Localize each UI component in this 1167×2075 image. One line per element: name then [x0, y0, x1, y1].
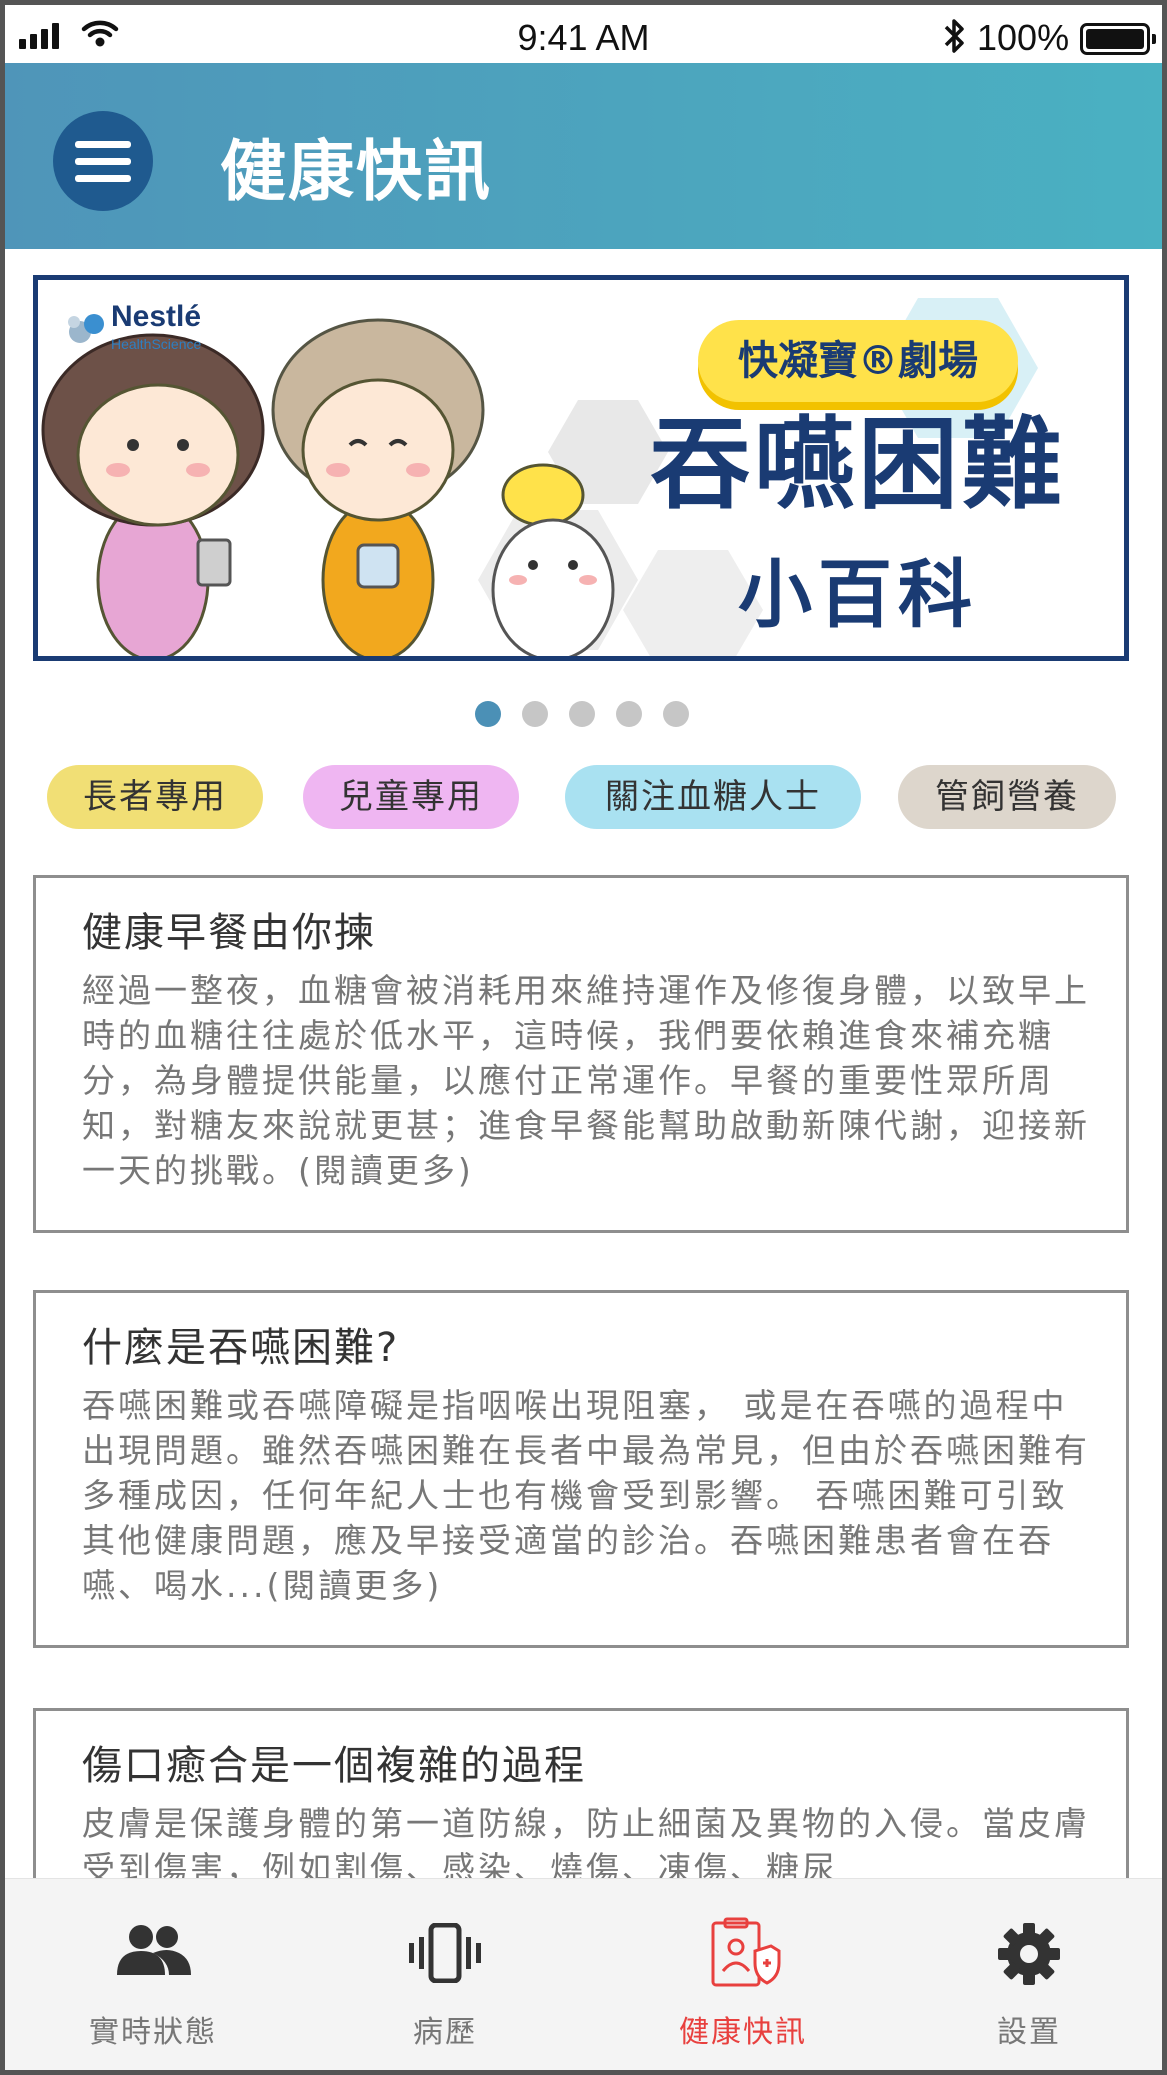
banner-title: 吞嚥困難 [650, 406, 1066, 523]
gear-icon [998, 1923, 1060, 1985]
bluetooth-icon [944, 19, 964, 53]
read-more-link[interactable]: (閱讀更多) [298, 1151, 474, 1190]
category-chip-tube-feeding[interactable]: 管飼營養 [898, 765, 1116, 829]
article-title: 傷口癒合是一個複雜的過程 [82, 1743, 586, 1789]
people-icon [117, 1925, 191, 1975]
carousel-dot[interactable] [522, 701, 548, 727]
vibrate-phone-icon [409, 1923, 481, 1983]
nav-label: 病歷 [413, 2015, 477, 2050]
hamburger-menu-icon [75, 141, 131, 148]
status-time: 9:41 AM [517, 17, 650, 58]
phone-screen: 9:41 AM 100% 健康快訊 [5, 5, 1162, 2070]
brand-sub: HealthScience [111, 336, 202, 352]
article-card[interactable]: 什麼是吞嚥困難? 吞嚥困難或吞嚥障礙是指咽喉出現阻塞， 或是在吞嚥的過程中出現問… [33, 1290, 1129, 1648]
article-excerpt: 經過一整夜，血糖會被消耗用來維持運作及修復身體，以致早上時的血糖往往處於低水平，… [82, 971, 1090, 1190]
carousel-dot[interactable] [616, 701, 642, 727]
nav-item-settings[interactable]: 設置 [929, 1879, 1129, 2070]
nav-item-medical-history[interactable]: 病歷 [345, 1879, 545, 2070]
battery-icon [1080, 23, 1156, 55]
article-card[interactable]: 健康早餐由你揀 經過一整夜，血糖會被消耗用來維持運作及修復身體，以致早上時的血糖… [33, 875, 1129, 1233]
promo-banner[interactable]: Nestlé HealthScience 快凝寶®劇場 吞嚥困難 小百科 [33, 275, 1129, 661]
article-title: 什麼是吞嚥困難? [82, 1325, 400, 1371]
menu-button[interactable] [53, 111, 153, 211]
nav-label: 實時狀態 [89, 2015, 217, 2050]
banner-subtitle: 小百科 [738, 552, 978, 638]
nav-label: 設置 [997, 2015, 1061, 2050]
article-title: 健康早餐由你揀 [82, 910, 376, 956]
read-more-link[interactable]: (閱讀更多) [266, 1566, 443, 1605]
cartoon-illustration [41, 298, 1038, 656]
nav-item-health-news[interactable]: 健康快訊 [643, 1879, 843, 2070]
carousel-dot[interactable] [569, 701, 595, 727]
category-chip-blood-sugar[interactable]: 關注血糖人士 [565, 765, 861, 829]
carousel-dot[interactable] [663, 701, 689, 727]
bottom-nav: 實時狀態 病歷 健康快訊 [5, 1878, 1162, 2070]
battery-percent: 100% [977, 17, 1070, 58]
brand-name: Nestlé [111, 300, 202, 333]
health-document-icon [711, 1917, 781, 1987]
app-header: 健康快訊 [5, 63, 1162, 249]
category-chip-elderly[interactable]: 長者專用 [47, 765, 263, 829]
category-chip-children[interactable]: 兒童專用 [303, 765, 519, 829]
nav-label: 健康快訊 [679, 2015, 807, 2050]
wifi-icon [81, 20, 119, 47]
page-title: 健康快訊 [220, 133, 492, 210]
banner-badge: 快凝寶®劇場 [698, 320, 1018, 402]
nav-item-realtime-status[interactable]: 實時狀態 [53, 1879, 253, 2070]
carousel-dot[interactable] [475, 701, 501, 727]
article-excerpt: 吞嚥困難或吞嚥障礙是指咽喉出現阻塞， 或是在吞嚥的過程中出現問題。雖然吞嚥困難在… [82, 1386, 1090, 1605]
status-bar: 9:41 AM 100% [5, 5, 1162, 63]
